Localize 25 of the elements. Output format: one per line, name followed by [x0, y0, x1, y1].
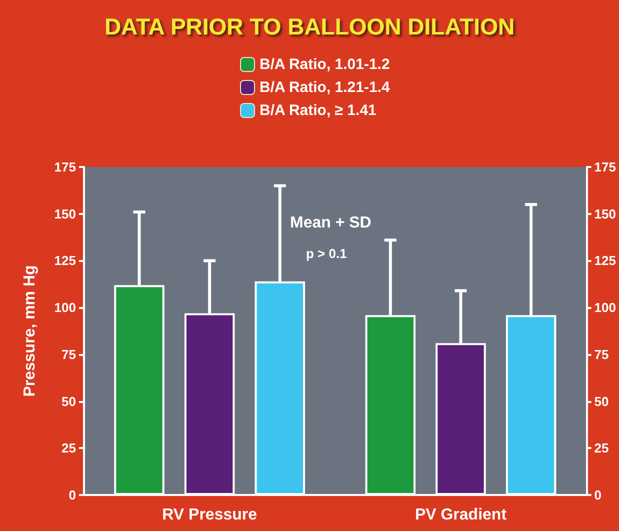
- y2-tick-label: 25: [594, 440, 609, 456]
- y2-tick-label: 150: [594, 206, 616, 222]
- annotation: Mean + SD: [290, 214, 372, 232]
- legend-label: B/A Ratio, 1.21-1.4: [260, 79, 390, 96]
- y2-tick-label: 50: [594, 394, 609, 409]
- x-tick-label: PV Gradient: [414, 506, 508, 524]
- y-tick-label: 100: [54, 300, 76, 316]
- y-tick-label: 25: [62, 440, 76, 456]
- y2-tick-label: 175: [594, 160, 616, 174]
- y2-tick-label: 100: [594, 300, 616, 316]
- legend-label: B/A Ratio, ≥ 1.41: [260, 102, 376, 119]
- annotation: p > 0.1: [306, 246, 347, 261]
- chart-title: DATA PRIOR TO BALLOON DILATION: [104, 14, 515, 40]
- y-axis-title: Pressure, mm Hg: [22, 265, 38, 397]
- y-tick-label: 150: [54, 206, 76, 222]
- x-tick-label: RV Pressure: [162, 506, 258, 524]
- y-tick-label: 175: [54, 160, 76, 174]
- y-tick-label: 125: [54, 253, 76, 268]
- y2-tick-label: 125: [594, 253, 616, 268]
- y-tick-label: 75: [62, 346, 76, 362]
- y-tick-label: 0: [68, 488, 76, 502]
- y2-tick-label: 0: [594, 488, 602, 502]
- y-tick-label: 50: [62, 394, 76, 409]
- y2-tick-label: 75: [594, 346, 609, 362]
- legend-label: B/A Ratio, 1.01-1.2: [260, 56, 390, 73]
